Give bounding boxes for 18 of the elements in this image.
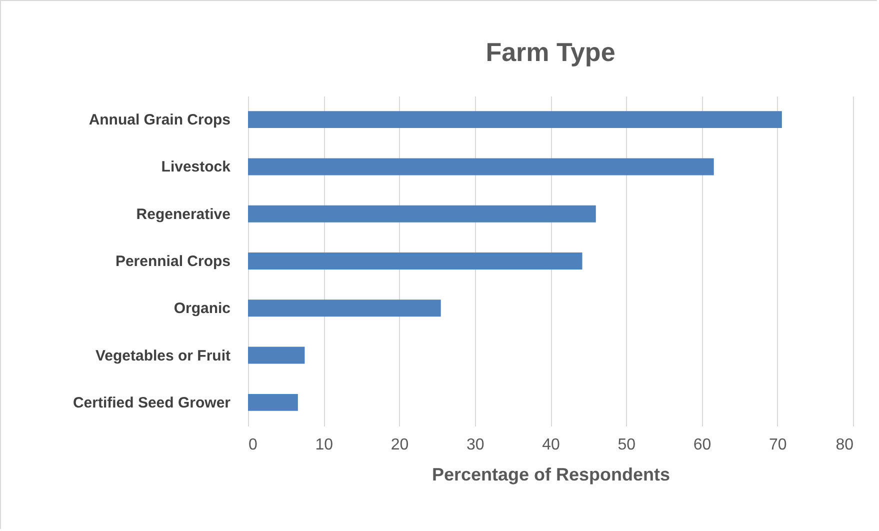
x-tick-label: 0 bbox=[248, 436, 258, 454]
x-tick-label: 30 bbox=[466, 436, 484, 454]
y-tick-label: Annual Grain Crops bbox=[88, 112, 230, 129]
y-tick-label: Perennial Crops bbox=[115, 253, 230, 270]
x-tick-label: 20 bbox=[390, 436, 409, 454]
x-tick-label: 80 bbox=[836, 436, 854, 454]
chart-title: Farm Type bbox=[486, 37, 616, 67]
x-tick-label: 60 bbox=[693, 436, 712, 454]
x-tick-label: 50 bbox=[618, 436, 636, 454]
y-tick-label: Vegetables or Fruit bbox=[95, 347, 230, 364]
y-tick-label: Organic bbox=[174, 300, 230, 318]
x-tick-label: 40 bbox=[542, 436, 560, 454]
x-tick-label: 10 bbox=[315, 436, 334, 454]
y-tick-label: Livestock bbox=[161, 158, 232, 176]
y-tick-label: Certified Seed Grower bbox=[72, 394, 231, 412]
x-axis-title: Percentage of Respondents bbox=[432, 464, 670, 484]
y-tick-label: Regenerative bbox=[136, 206, 230, 223]
x-tick-label: 70 bbox=[768, 436, 787, 454]
